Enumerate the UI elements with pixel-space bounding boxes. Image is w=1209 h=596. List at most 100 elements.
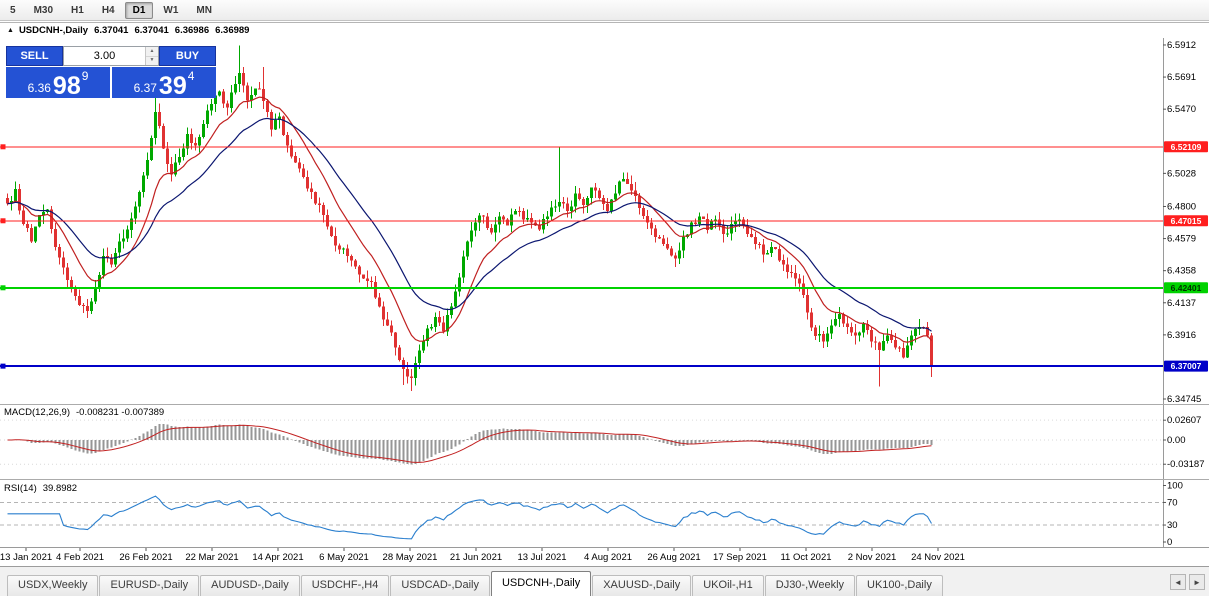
rsi-axis-label: 0 [1167, 537, 1172, 548]
date-label: 21 Jun 2021 [450, 552, 502, 563]
macd-axis-label: -0.03187 [1167, 459, 1205, 470]
quote-low: 6.36986 [174, 25, 210, 36]
hline-anchor-marker[interactable] [0, 363, 6, 369]
date-label: 14 Apr 2021 [252, 552, 303, 563]
buy-button[interactable]: BUY [159, 46, 216, 66]
quote-open: 6.37041 [94, 25, 129, 36]
chart-title-bar: ▲ USDCNH-,Daily 6.37041 6.37041 6.36986 … [0, 22, 1209, 38]
rsi-axis-label: 100 [1167, 481, 1183, 492]
rsi-axis-label: 30 [1167, 520, 1178, 531]
quote-close: 6.36989 [215, 25, 250, 36]
date-label: 6 May 2021 [319, 552, 369, 563]
price-axis-label: 6.3916 [1167, 330, 1196, 341]
chart-canvas[interactable]: 6.5912 6.5691 6.5470 6.5028 6.4800 6.4579 6.43… [0, 38, 1209, 566]
buy-price-big: 39 [158, 71, 187, 100]
hline-anchor-marker[interactable] [0, 218, 6, 224]
lot-stepper: ▲ ▼ [145, 47, 158, 65]
sell-price-display[interactable]: 6.36 98 9 [6, 67, 110, 98]
date-label: 22 Mar 2021 [185, 552, 238, 563]
price-axis-label: 6.5028 [1167, 168, 1196, 179]
price-axis-label: 6.4800 [1167, 202, 1196, 213]
tab-scroll-buttons: ◄ ► [1170, 574, 1205, 590]
buy-price-display[interactable]: 6.37 39 4 [112, 67, 216, 98]
hline-price-badge-6.52109[interactable]: 6.52109 [1164, 141, 1208, 153]
sell-price-big: 98 [52, 71, 81, 100]
tab-usdchf-h4[interactable]: USDCHF-,H4 [300, 575, 390, 596]
tab-scroll-right-icon[interactable]: ► [1189, 574, 1205, 590]
date-label: 28 May 2021 [383, 552, 438, 563]
macd-axis-label: 0.00 [1167, 435, 1186, 446]
timeframe-button-5[interactable]: 5 [10, 4, 16, 16]
ma-line-12 [7, 96, 932, 343]
price-axis: 6.5912 6.5691 6.5470 6.5028 6.4800 6.4579 6.43… [1163, 40, 1201, 405]
rsi-axis-label: 70 [1167, 497, 1178, 508]
tab-scroll-left-icon[interactable]: ◄ [1170, 574, 1186, 590]
lot-size-input[interactable] [64, 47, 145, 65]
date-label: 4 Feb 2021 [56, 552, 104, 563]
macd-signal-line [7, 424, 932, 463]
tab-audusd-daily[interactable]: AUDUSD-,Daily [200, 575, 300, 596]
hline-anchor-marker[interactable] [0, 144, 6, 150]
date-label: 17 Sep 2021 [713, 552, 767, 563]
lot-size-box: ▲ ▼ [63, 46, 159, 66]
timeframe-button-MN[interactable]: MN [196, 4, 212, 16]
price-axis-label: 6.5691 [1167, 72, 1196, 83]
date-label: 2 Nov 2021 [848, 552, 897, 563]
hline-price-badge-6.42401[interactable]: 6.42401 [1164, 282, 1208, 294]
timeframe-button-H1[interactable]: H1 [71, 4, 84, 16]
price-axis-label: 6.34745 [1167, 394, 1201, 405]
tab-eurusd-daily[interactable]: EURUSD-,Daily [99, 575, 200, 596]
svg-text:6.47015: 6.47015 [1171, 216, 1202, 226]
buy-price-sup: 4 [187, 69, 195, 83]
date-label: 13 Jan 2021 [0, 552, 52, 563]
tab-usdx-weekly[interactable]: USDX,Weekly [7, 575, 99, 596]
tab-ukoil-h1[interactable]: UKOil-,H1 [692, 575, 764, 596]
chart-tabs-bar: USDX,Weekly EURUSD-,Daily AUDUSD-,Daily USD… [0, 566, 1209, 596]
sell-price-main: 6.36 [27, 81, 51, 95]
tab-uk100-daily[interactable]: UK100-,Daily [856, 575, 943, 596]
macd-axis-label: 0.02607 [1167, 415, 1201, 426]
one-click-trading-panel: SELL ▲ ▼ BUY 6.36 98 9 6.37 39 4 [6, 46, 216, 98]
timeframe-toolbar: 5 M30 H1 H4 D1 W1 MN [0, 0, 1209, 21]
timeframe-button-D1[interactable]: D1 [124, 1, 154, 19]
hline-anchor-marker[interactable] [0, 285, 6, 291]
hline-price-badge-6.47015[interactable]: 6.47015 [1164, 215, 1208, 227]
timeframe-button-H4[interactable]: H4 [101, 4, 115, 16]
macd-histogram [10, 424, 933, 465]
price-axis-label: 6.4137 [1167, 298, 1196, 309]
date-label: 26 Aug 2021 [647, 552, 700, 563]
price-axis-label: 6.4358 [1167, 266, 1196, 277]
timeframe-button-M30[interactable]: M30 [33, 4, 54, 16]
one-click-collapse-icon[interactable]: ▲ [7, 27, 14, 34]
svg-text:6.52109: 6.52109 [1171, 142, 1202, 152]
chart-symbol-period: USDCNH-,Daily [18, 25, 89, 36]
lot-stepper-up-icon[interactable]: ▲ [146, 47, 158, 57]
tab-xauusd-daily[interactable]: XAUUSD-,Daily [592, 575, 692, 596]
svg-text:6.42401: 6.42401 [1171, 283, 1202, 293]
tab-strip: USDX,Weekly EURUSD-,Daily AUDUSD-,Daily USD… [7, 571, 944, 596]
lot-stepper-down-icon[interactable]: ▼ [146, 56, 158, 65]
svg-text:6.37007: 6.37007 [1171, 361, 1202, 371]
date-label: 24 Nov 2021 [911, 552, 965, 563]
candlesticks [6, 45, 933, 391]
date-label: 4 Aug 2021 [584, 552, 632, 563]
tab-usdcad-daily[interactable]: USDCAD-,Daily [390, 575, 490, 596]
rsi-line [7, 495, 932, 540]
timeframe-button-W1[interactable]: W1 [163, 4, 179, 16]
ma-line-26 [7, 117, 932, 332]
price-axis-label: 6.5470 [1167, 104, 1196, 115]
sell-price-sup: 9 [81, 69, 89, 83]
tab-usdcnh-daily[interactable]: USDCNH-,Daily [490, 571, 592, 596]
price-axis-label: 6.4579 [1167, 234, 1196, 245]
price-axis-label: 6.5912 [1167, 40, 1196, 51]
date-label: 26 Feb 2021 [119, 552, 172, 563]
hline-price-badge-6.37007[interactable]: 6.37007 [1164, 360, 1208, 372]
date-label: 11 Oct 2021 [780, 552, 831, 563]
buy-price-main: 6.37 [133, 81, 157, 95]
tab-dj30-weekly[interactable]: DJ30-,Weekly [764, 575, 856, 596]
quote-high: 6.37041 [134, 25, 169, 36]
time-axis: 13 Jan 2021 4 Feb 2021 26 Feb 2021 22 Mar 2… [0, 548, 965, 563]
sell-button[interactable]: SELL [6, 46, 63, 66]
date-label: 13 Jul 2021 [517, 552, 566, 563]
